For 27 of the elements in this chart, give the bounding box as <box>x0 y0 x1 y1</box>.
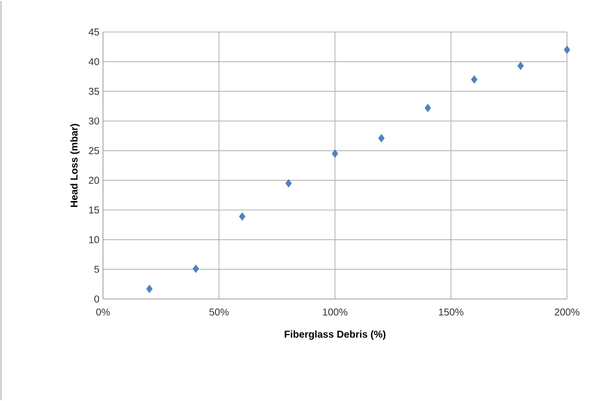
x-tick-label: 100% <box>323 308 348 316</box>
x-tick-label: 150% <box>439 308 464 316</box>
point <box>564 46 570 54</box>
point <box>239 212 246 221</box>
y-tick-label: 45 <box>88 28 100 36</box>
y-tick-label: 35 <box>88 88 100 95</box>
y-tick-label: 5 <box>94 266 100 273</box>
y-tick-label: 15 <box>89 206 100 214</box>
x-tick-label: 50% <box>209 308 229 316</box>
point <box>424 104 432 112</box>
point <box>192 264 200 273</box>
y-tick-label: 25 <box>88 147 100 154</box>
point <box>285 179 292 188</box>
x-tick-label: 0% <box>96 308 110 316</box>
y-tick-label: 20 <box>88 176 100 184</box>
point <box>146 284 153 294</box>
point <box>378 134 385 142</box>
x-axis-title: Fiberglass Debris (%) <box>284 330 386 340</box>
point <box>332 149 338 158</box>
point <box>471 75 478 84</box>
y-tick-label: 30 <box>88 117 100 125</box>
y-axis-title: Head Loss (mbar) <box>70 124 80 207</box>
point <box>517 62 524 70</box>
y-tick-label: 10 <box>89 236 100 244</box>
y-tick-label: 40 <box>88 58 100 66</box>
y-tick-label: 0 <box>94 295 100 303</box>
x-tick-label: 200% <box>554 308 580 316</box>
